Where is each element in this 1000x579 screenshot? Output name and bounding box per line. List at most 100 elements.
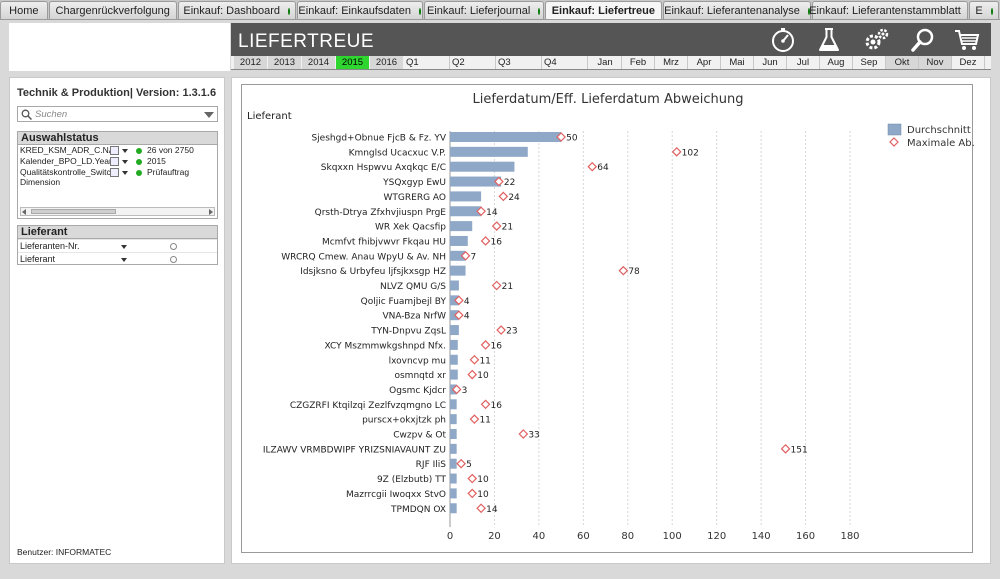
year-filter-2014[interactable]: 2014 xyxy=(302,56,336,69)
tab-2[interactable]: Chargenrückverfolgung xyxy=(48,1,177,19)
year-filter-2013[interactable]: 2013 xyxy=(268,56,302,69)
chevron-down-icon[interactable] xyxy=(204,112,214,118)
speedometer-icon[interactable] xyxy=(769,26,797,54)
max-deviation-label: 10 xyxy=(477,475,489,485)
tab-8[interactable]: Einkauf: Lieferantenstammblatt xyxy=(809,1,971,19)
status-dot-icon xyxy=(288,7,290,15)
flask-icon[interactable] xyxy=(815,26,843,54)
max-deviation-marker xyxy=(496,325,506,335)
magnifier-icon[interactable] xyxy=(909,26,937,54)
category-label: Skqxxn Hspwvu Axqkqc E/C xyxy=(321,163,446,173)
shopping-cart-icon[interactable] xyxy=(953,26,981,54)
gears-icon[interactable] xyxy=(863,26,891,54)
clear-selection-icon[interactable] xyxy=(110,168,119,177)
tab-9[interactable]: E xyxy=(969,1,999,19)
tab-1[interactable]: Home xyxy=(0,1,48,19)
x-tick-label: 140 xyxy=(752,531,771,542)
max-deviation-label: 21 xyxy=(502,223,513,233)
average-bar xyxy=(450,235,468,246)
dropdown-arrow-icon[interactable] xyxy=(122,171,128,175)
max-deviation-marker xyxy=(467,488,478,499)
year-filter-2016[interactable]: 2016 xyxy=(370,56,404,69)
max-deviation-label: 7 xyxy=(471,252,477,262)
month-filter-nov[interactable]: Nov xyxy=(919,56,952,69)
dropdown-arrow-icon[interactable] xyxy=(121,245,127,249)
quarter-filter-Q1[interactable]: Q1 xyxy=(404,56,450,69)
logo-area xyxy=(9,23,230,71)
tab-label: Einkauf: Lieferjournal xyxy=(427,5,531,17)
tab-7[interactable]: Einkauf: Lieferantenanalyse xyxy=(663,1,811,19)
radio-button[interactable] xyxy=(170,256,177,263)
month-filter-jun[interactable]: Jun xyxy=(754,56,787,69)
legend-label-max: Maximale Ab. xyxy=(907,138,974,149)
category-label: TYN-Dnpvu ZqsL xyxy=(370,327,446,337)
scrollbar-thumb[interactable] xyxy=(31,209,116,214)
selection-field: Qualitätskontrolle_Switch Dimension xyxy=(20,167,110,187)
time-filter-strip: 2012 2013 2014 2015 2016 Q1 Q2 Q3 Q4 Jan Feb Mrz Apr… xyxy=(231,56,991,70)
month-filter-apr[interactable]: Apr xyxy=(688,56,721,69)
month-filter-aug[interactable]: Aug xyxy=(820,56,853,69)
quarter-filter-Q3[interactable]: Q3 xyxy=(496,56,542,69)
month-filter-feb[interactable]: Feb xyxy=(622,56,655,69)
status-dot-icon xyxy=(807,7,810,15)
month-filter-jul[interactable]: Jul xyxy=(787,56,820,69)
category-label: Sjeshgd+Obnue FjcB & Fz. YV xyxy=(311,134,446,144)
average-bar xyxy=(450,280,459,291)
x-tick-label: 40 xyxy=(533,531,546,542)
quarter-filter-Q4[interactable]: Q4 xyxy=(542,56,588,69)
user-label: Benutzer: INFORMATEC xyxy=(17,547,112,557)
month-filter-okt[interactable]: Okt xyxy=(886,56,919,69)
lieferant-field-row[interactable]: Lieferant xyxy=(18,252,217,265)
max-deviation-label: 16 xyxy=(491,341,503,351)
quarter-filter-Q2[interactable]: Q2 xyxy=(450,56,496,69)
clear-selection-icon[interactable] xyxy=(110,146,119,155)
category-label: RJF IliS xyxy=(416,460,447,470)
tab-label: Einkauf: Lieferantenanalyse xyxy=(664,5,800,17)
month-filter-jan[interactable]: Jan xyxy=(589,56,622,69)
search-box[interactable]: Suchen xyxy=(17,106,218,122)
month-filter-mrz[interactable]: Mrz xyxy=(655,56,688,69)
tab-3[interactable]: Einkauf: Dashboard xyxy=(177,1,296,19)
radio-button[interactable] xyxy=(170,243,177,250)
category-label: Qrsth-Dtrya Zfxhvjiuspn PrgE xyxy=(315,208,447,218)
month-filter-dez[interactable]: Dez xyxy=(952,56,985,69)
dropdown-arrow-icon[interactable] xyxy=(122,160,128,164)
month-filter-mai[interactable]: Mai xyxy=(721,56,754,69)
month-filter-sep[interactable]: Sep xyxy=(853,56,886,69)
average-bar xyxy=(450,250,466,261)
lieferant-field-row[interactable]: Lieferanten-Nr. xyxy=(18,239,217,252)
tab-4[interactable]: Einkauf: Einkaufsdaten xyxy=(296,1,423,19)
category-label: VNA-Bza NrfW xyxy=(382,312,446,322)
average-bar xyxy=(450,369,458,380)
max-deviation-label: 4 xyxy=(464,312,470,322)
average-bar xyxy=(450,161,515,172)
sheet-tab-bar: Home Chargenrückverfolgung Einkauf: Dashbo… xyxy=(0,0,1000,20)
category-label: WR Xek Qacsfip xyxy=(375,223,446,233)
legend-swatch-average xyxy=(887,123,902,136)
max-deviation-marker xyxy=(480,399,491,410)
category-label: Kmnglsd Ucacxuc V.P. xyxy=(349,148,446,158)
tab-6[interactable]: Einkauf: Liefertreue xyxy=(544,1,662,19)
average-bar xyxy=(450,354,458,365)
lieferant-field-label: Lieferanten-Nr. xyxy=(20,241,80,251)
dropdown-arrow-icon[interactable] xyxy=(122,149,128,153)
max-deviation-label: 102 xyxy=(682,148,699,158)
dropdown-arrow-icon[interactable] xyxy=(121,258,127,262)
horizontal-scrollbar[interactable] xyxy=(20,207,215,216)
max-deviation-marker xyxy=(780,444,791,454)
year-filter-2015[interactable]: 2015 xyxy=(336,56,370,69)
category-label: Ogsmc Kjdcr xyxy=(389,386,446,396)
max-deviation-label: 78 xyxy=(628,267,640,277)
scroll-left-icon[interactable] xyxy=(22,209,26,215)
scroll-right-icon[interactable] xyxy=(209,209,213,215)
tab-label: Home xyxy=(9,5,39,17)
chart-title: Lieferdatum/Eff. Lieferdatum Abweichung xyxy=(473,92,744,107)
year-filter-2012[interactable]: 2012 xyxy=(234,56,268,69)
average-bar xyxy=(450,206,482,217)
clear-selection-icon[interactable] xyxy=(110,157,119,166)
tab-5[interactable]: Einkauf: Lieferjournal xyxy=(423,1,544,19)
max-deviation-label: 23 xyxy=(506,327,517,337)
green-status-dot-icon xyxy=(136,159,142,165)
max-deviation-marker xyxy=(480,236,491,246)
max-deviation-label: 24 xyxy=(508,193,520,203)
